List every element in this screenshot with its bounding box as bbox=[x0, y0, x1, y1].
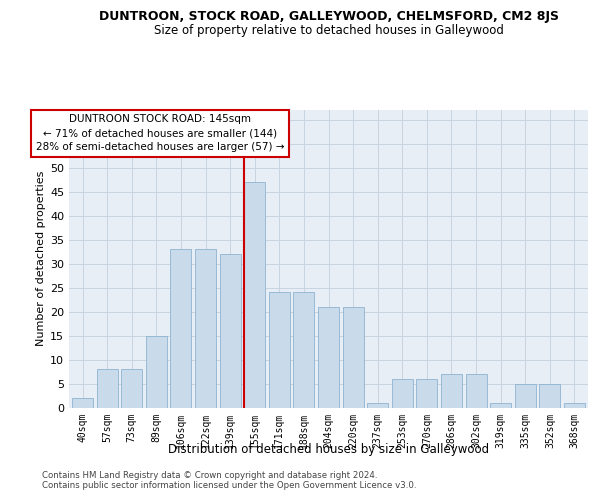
Bar bbox=[367, 402, 388, 407]
Bar bbox=[416, 378, 437, 408]
Bar bbox=[343, 306, 364, 408]
Bar bbox=[244, 182, 265, 408]
Bar bbox=[466, 374, 487, 408]
Bar bbox=[170, 249, 191, 408]
Text: Distribution of detached houses by size in Galleywood: Distribution of detached houses by size … bbox=[168, 444, 490, 456]
Bar bbox=[293, 292, 314, 408]
Bar bbox=[146, 336, 167, 407]
Y-axis label: Number of detached properties: Number of detached properties bbox=[36, 171, 46, 346]
Bar bbox=[490, 402, 511, 407]
Bar bbox=[269, 292, 290, 408]
Bar bbox=[97, 369, 118, 408]
Bar bbox=[564, 402, 585, 407]
Bar bbox=[72, 398, 93, 407]
Bar bbox=[441, 374, 462, 408]
Bar bbox=[318, 306, 339, 408]
Bar bbox=[539, 384, 560, 407]
Text: Size of property relative to detached houses in Galleywood: Size of property relative to detached ho… bbox=[154, 24, 504, 37]
Text: Contains HM Land Registry data © Crown copyright and database right 2024.: Contains HM Land Registry data © Crown c… bbox=[42, 471, 377, 480]
Bar bbox=[392, 378, 413, 408]
Bar bbox=[220, 254, 241, 408]
Bar bbox=[515, 384, 536, 407]
Text: Contains public sector information licensed under the Open Government Licence v3: Contains public sector information licen… bbox=[42, 481, 416, 490]
Text: DUNTROON, STOCK ROAD, GALLEYWOOD, CHELMSFORD, CM2 8JS: DUNTROON, STOCK ROAD, GALLEYWOOD, CHELMS… bbox=[99, 10, 559, 23]
Text: DUNTROON STOCK ROAD: 145sqm
← 71% of detached houses are smaller (144)
28% of se: DUNTROON STOCK ROAD: 145sqm ← 71% of det… bbox=[35, 114, 284, 152]
Bar bbox=[121, 369, 142, 408]
Bar bbox=[195, 249, 216, 408]
